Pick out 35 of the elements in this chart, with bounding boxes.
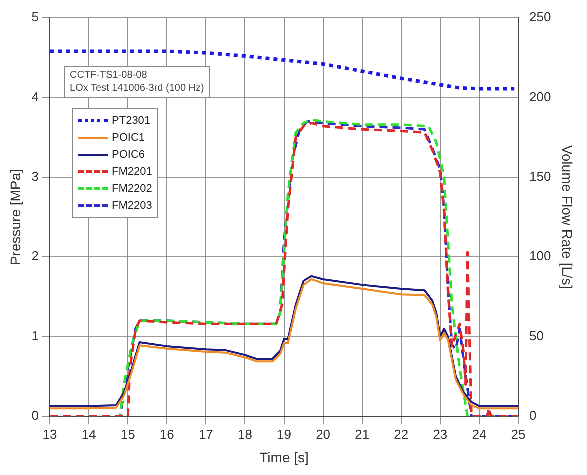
legend-label: PT2301 xyxy=(112,114,151,126)
y-axis-title: Pressure [MPa] xyxy=(7,169,24,266)
y2-axis-title: Volume Flow Rate [L/s] xyxy=(560,145,576,290)
y-tick-label: 0 xyxy=(32,408,40,424)
y-tick-label: 5 xyxy=(32,10,40,25)
x-tick-label: 19 xyxy=(277,426,292,442)
x-tick-label: 23 xyxy=(433,426,448,442)
annotation: CCTF-TS1-08-08 LOx Test 141006-3rd (100 Hz) xyxy=(64,66,210,98)
x-tick-label: 24 xyxy=(472,426,487,442)
y2-tick-label: 100 xyxy=(530,248,552,264)
x-tick-label: 21 xyxy=(355,426,370,442)
y-tick-label: 4 xyxy=(32,89,40,104)
x-tick-label: 13 xyxy=(42,426,58,442)
y2-tick-label: 0 xyxy=(530,408,537,424)
legend-label: FM2202 xyxy=(112,182,152,194)
y-tick-label: 2 xyxy=(32,248,40,264)
x-tick-label: 22 xyxy=(394,426,409,442)
x-tick-label: 16 xyxy=(160,426,174,442)
x-tick-label: 15 xyxy=(120,426,136,442)
legend-label: POIC1 xyxy=(112,132,146,144)
legend-label: FM2203 xyxy=(112,200,152,212)
x-axis-title: Time [s] xyxy=(260,449,309,466)
y-tick-label: 1 xyxy=(32,328,40,344)
legend-label: POIC6 xyxy=(112,148,146,160)
y-tick-label: 3 xyxy=(32,169,40,184)
y2-tick-label: 150 xyxy=(530,169,552,184)
legend-label: FM2201 xyxy=(112,166,152,178)
x-tick-label: 18 xyxy=(238,426,252,442)
y2-tick-label: 200 xyxy=(530,89,552,104)
y2-tick-label: 50 xyxy=(530,328,544,344)
x-tick-label: 17 xyxy=(198,426,214,442)
x-tick-label: 20 xyxy=(316,426,331,442)
y2-tick-label: 250 xyxy=(530,10,552,25)
x-tick-label: 25 xyxy=(511,426,526,442)
x-tick-label: 14 xyxy=(82,426,96,442)
